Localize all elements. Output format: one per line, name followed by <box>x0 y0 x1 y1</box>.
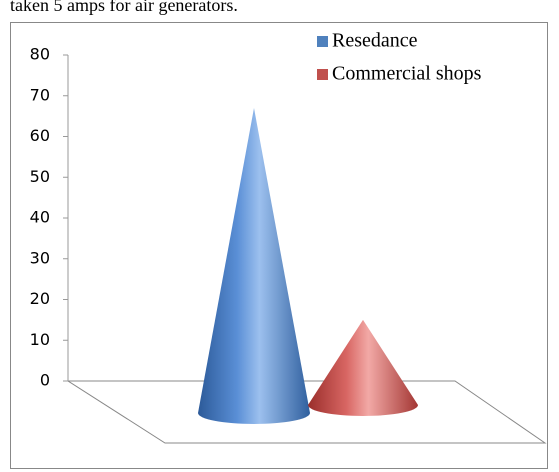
y-tick-label: 40 <box>30 208 50 227</box>
legend-swatch <box>317 69 328 80</box>
y-tick-label: 20 <box>30 289 50 308</box>
y-tick-label: 60 <box>30 126 50 145</box>
y-tick-label: 10 <box>30 330 50 349</box>
caption: taken 5 amps for air generators. <box>10 0 238 15</box>
y-tick-label: 50 <box>30 167 50 186</box>
legend-swatch <box>317 36 328 47</box>
y-tick-label: 0 <box>40 371 50 390</box>
legend-label: Commercial shops <box>332 63 482 85</box>
legend-label: Resedance <box>332 30 418 52</box>
y-tick-label: 80 <box>30 45 50 64</box>
cone <box>308 319 418 416</box>
y-tick-label: 70 <box>30 85 50 104</box>
chart-frame <box>10 22 548 469</box>
y-tick-label: 30 <box>30 248 50 267</box>
cone <box>198 107 310 424</box>
